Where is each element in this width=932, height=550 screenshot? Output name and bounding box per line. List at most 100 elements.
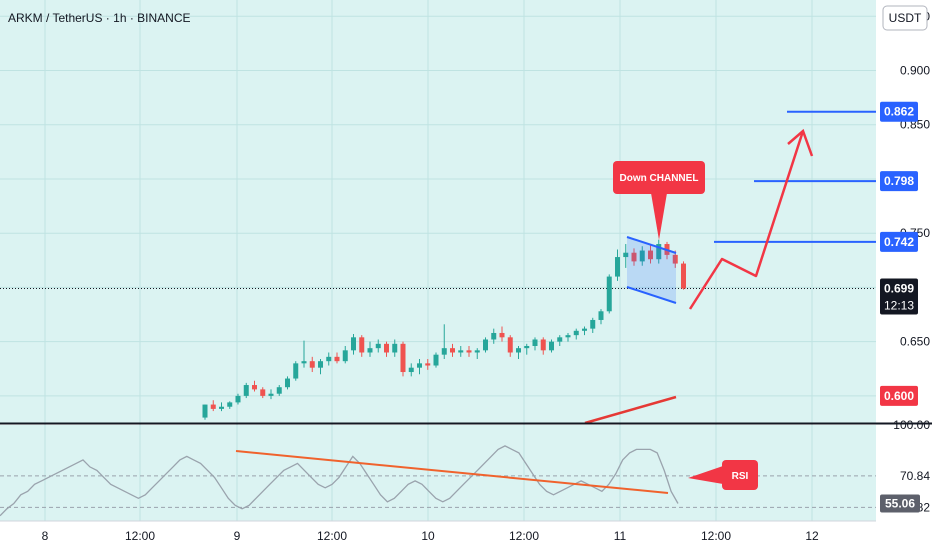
price-badge bbox=[880, 385, 918, 406]
candle-body bbox=[458, 350, 464, 353]
channel-lower-line bbox=[626, 286, 677, 304]
candle-body bbox=[672, 254, 678, 264]
candle-body bbox=[359, 337, 365, 353]
rsi-value-badge bbox=[880, 494, 920, 513]
price-badges: 0.862 0.798 0.742 0.600 0.699 12:13 bbox=[880, 101, 918, 406]
rsi-callout-text: RSI bbox=[732, 471, 749, 482]
candle-body bbox=[590, 319, 596, 329]
rsi-callout-pointer bbox=[688, 466, 723, 484]
candle-body bbox=[491, 332, 497, 340]
candle-body bbox=[326, 356, 332, 362]
candle-body bbox=[227, 402, 233, 407]
candle-body bbox=[219, 406, 224, 409]
candle-body bbox=[243, 385, 249, 396]
candle-body bbox=[623, 252, 629, 258]
candle-body bbox=[639, 250, 645, 262]
candle-body bbox=[425, 363, 431, 366]
candle-body bbox=[598, 311, 604, 320]
time-tick-label: 9 bbox=[234, 529, 241, 543]
candle-body bbox=[499, 332, 505, 338]
candle-body bbox=[507, 337, 513, 353]
chart-drawings: Down CHANNEL bbox=[584, 128, 814, 425]
time-tick-label: 10 bbox=[421, 529, 435, 543]
candle-body bbox=[483, 339, 488, 351]
candle-body bbox=[285, 378, 290, 388]
candle-body bbox=[293, 363, 299, 379]
price-badge-label: 0.742 bbox=[884, 235, 914, 249]
candle-body bbox=[318, 361, 323, 368]
candle-body bbox=[351, 337, 356, 351]
candle-body bbox=[408, 367, 414, 373]
countdown-label: 12:13 bbox=[884, 299, 914, 313]
time-tick-label: 12:00 bbox=[701, 529, 731, 543]
time-tick-label: 12:00 bbox=[509, 529, 539, 543]
candle-body bbox=[375, 343, 381, 349]
symbol-title[interactable]: ARKM / TetherUS · 1h · BINANCE bbox=[8, 11, 191, 25]
candle-body bbox=[615, 257, 620, 277]
horizontal-levels bbox=[0, 110, 876, 290]
price-axis[interactable] bbox=[876, 0, 932, 521]
down-channel-callout bbox=[613, 161, 705, 194]
candle-series bbox=[202, 239, 686, 420]
candle-body bbox=[549, 341, 554, 351]
price-tick-label: 0.650 bbox=[900, 335, 930, 349]
time-tick-label: 12:00 bbox=[317, 529, 347, 543]
candle-body bbox=[210, 404, 216, 409]
currency-label[interactable]: USDT bbox=[889, 11, 922, 25]
candle-body bbox=[573, 330, 579, 336]
callout-pointer bbox=[651, 193, 667, 240]
candle-body bbox=[565, 335, 571, 338]
candle-body bbox=[582, 328, 587, 331]
rsi-tick-label: 70.84 bbox=[900, 469, 930, 483]
candle-body bbox=[532, 339, 538, 346]
candle-body bbox=[656, 244, 662, 260]
time-axis[interactable] bbox=[0, 521, 932, 550]
candle-body bbox=[367, 348, 373, 353]
currency-button[interactable] bbox=[882, 5, 928, 31]
rsi-line bbox=[0, 445, 679, 517]
candle-body bbox=[631, 252, 637, 262]
candle-body bbox=[400, 343, 406, 373]
price-badge-label: 0.600 bbox=[884, 389, 914, 403]
candle-body bbox=[384, 343, 389, 353]
down-channel-fill bbox=[627, 237, 676, 303]
rsi-callout bbox=[722, 460, 758, 490]
candle-body bbox=[540, 339, 546, 351]
candle-body bbox=[202, 404, 208, 418]
candle-body bbox=[268, 393, 274, 396]
time-tick-label: 12:00 bbox=[125, 529, 155, 543]
price-badge bbox=[880, 101, 918, 122]
channel-upper-line bbox=[626, 236, 677, 254]
price-badge-label: 0.798 bbox=[884, 174, 914, 188]
support-trend-line bbox=[584, 395, 677, 425]
projection-arrow-head bbox=[787, 128, 814, 157]
candle-body bbox=[441, 348, 447, 355]
rsi-trend-line bbox=[235, 450, 669, 494]
candle-body bbox=[301, 361, 307, 364]
time-tick-label: 12 bbox=[805, 529, 819, 543]
time-tick-label: 8 bbox=[42, 529, 49, 543]
candle-body bbox=[334, 356, 340, 362]
candle-body bbox=[648, 250, 653, 260]
candle-body bbox=[466, 350, 472, 353]
price-badge bbox=[880, 231, 918, 252]
last-price-label: 0.699 bbox=[884, 282, 914, 296]
candle-body bbox=[450, 348, 455, 353]
candle-body bbox=[392, 343, 398, 353]
callout-text: Down CHANNEL bbox=[620, 173, 699, 184]
time-tick-label: 11 bbox=[614, 529, 627, 543]
grid-lines bbox=[0, 0, 876, 521]
projection-arrow bbox=[688, 130, 805, 310]
candle-body bbox=[681, 263, 686, 289]
candle-body bbox=[516, 348, 521, 353]
candle-body bbox=[260, 389, 266, 396]
candle-body bbox=[417, 363, 422, 368]
price-badge bbox=[880, 171, 918, 192]
candle-body bbox=[276, 387, 282, 394]
rsi-value-label: 55.06 bbox=[885, 496, 915, 510]
price-tick-label: 0.900 bbox=[900, 64, 930, 78]
candle-body bbox=[252, 385, 257, 390]
candle-body bbox=[309, 361, 315, 368]
